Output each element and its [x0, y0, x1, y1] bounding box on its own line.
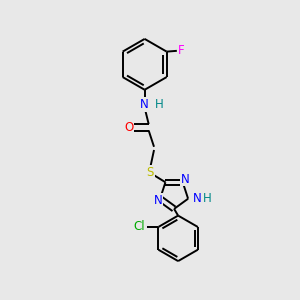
Text: H: H — [203, 192, 212, 205]
Text: H: H — [155, 98, 164, 111]
Text: F: F — [178, 44, 185, 57]
Text: N: N — [140, 98, 149, 111]
Text: O: O — [124, 121, 133, 134]
Text: N: N — [154, 194, 162, 207]
Text: S: S — [146, 166, 154, 179]
Text: N: N — [193, 192, 202, 205]
Text: Cl: Cl — [133, 220, 145, 233]
Text: N: N — [181, 172, 189, 185]
